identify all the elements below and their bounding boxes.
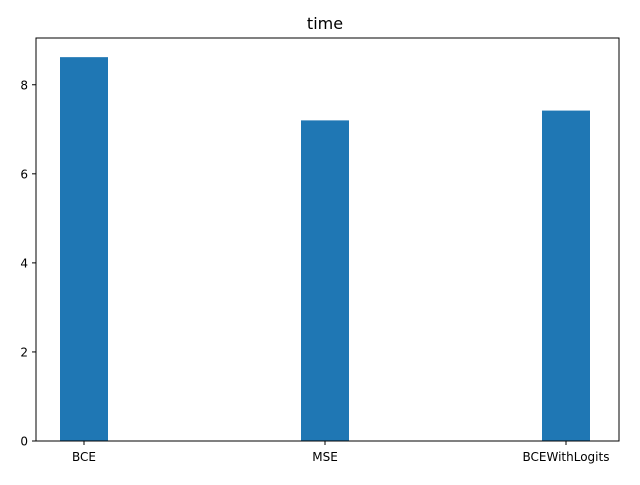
x-tick-label: BCEWithLogits [523, 450, 610, 464]
y-tick-label: 6 [20, 167, 28, 181]
y-tick-label: 2 [20, 345, 28, 359]
y-tick-label: 8 [20, 78, 28, 92]
plot-frame [35, 37, 620, 442]
x-tick-label: BCE [72, 450, 96, 464]
y-tick-label: 0 [20, 435, 28, 449]
bar-bcewithlogits [542, 110, 590, 441]
y-tick-label: 4 [20, 256, 28, 270]
chart-title: time [307, 14, 343, 33]
bar-bce [60, 57, 108, 441]
bar-mse [301, 120, 349, 441]
x-tick-label: MSE [312, 450, 338, 464]
